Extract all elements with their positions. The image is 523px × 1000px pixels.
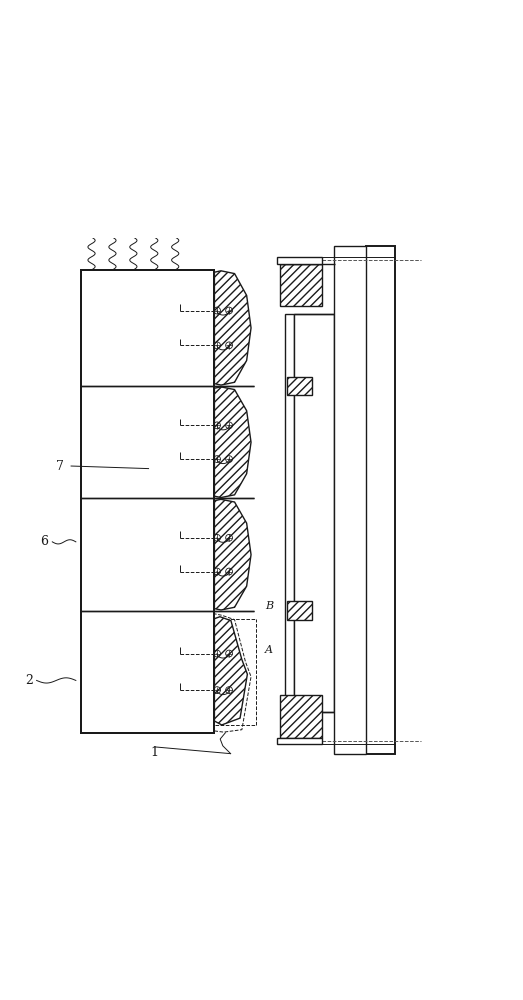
Bar [81, 270, 214, 733]
Bar [277, 257, 322, 264]
Text: B: B [265, 601, 274, 611]
Polygon shape [214, 617, 247, 725]
Bar [277, 738, 322, 744]
Bar [280, 264, 322, 306]
Bar [81, 270, 214, 733]
Bar [287, 601, 312, 620]
Bar [294, 314, 334, 712]
Text: 6: 6 [40, 535, 49, 548]
Text: 1: 1 [150, 746, 158, 759]
Polygon shape [214, 499, 251, 610]
Polygon shape [214, 614, 251, 732]
Polygon shape [214, 271, 251, 385]
Text: 2: 2 [25, 674, 33, 687]
Bar [366, 246, 395, 754]
Text: 7: 7 [56, 460, 64, 473]
Bar [280, 695, 322, 738]
Text: A: A [265, 645, 273, 655]
Bar [334, 246, 366, 754]
Bar [285, 314, 294, 712]
Bar [287, 377, 312, 395]
Polygon shape [214, 387, 251, 498]
